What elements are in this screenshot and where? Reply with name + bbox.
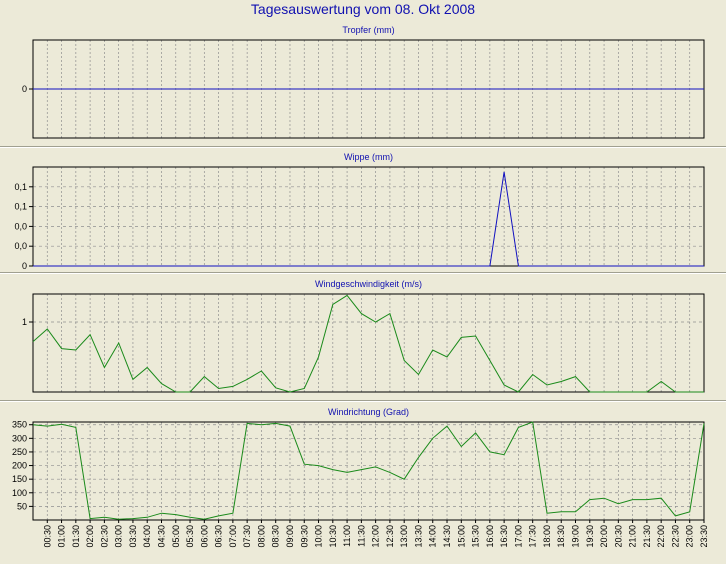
panel-title: Windrichtung (Grad): [328, 407, 409, 417]
x-tick-label: 04:30: [156, 525, 166, 548]
x-tick-label: 21:00: [628, 525, 638, 548]
x-tick-label: 18:30: [556, 525, 566, 548]
x-tick-label: 22:00: [656, 525, 666, 548]
y-tick-label: 0: [22, 84, 27, 94]
x-tick-label: 04:00: [142, 525, 152, 548]
x-tick-label: 14:30: [442, 525, 452, 548]
chart-panel-4: Windrichtung (Grad) 50 100 150 200 250 300 350: [12, 407, 705, 521]
x-tick-label: 12:30: [385, 525, 395, 548]
panel-title: Tropfer (mm): [342, 25, 394, 35]
x-tick-label: 14:00: [428, 525, 438, 548]
x-tick-label: 07:30: [242, 525, 252, 548]
x-tick-label: 08:30: [271, 525, 281, 548]
x-tick-label: 03:30: [128, 525, 138, 548]
y-tick-label: 350: [12, 420, 27, 430]
x-tick-label: 08:00: [256, 525, 266, 548]
y-tick-label: 200: [12, 461, 27, 471]
y-tick-label: 0,0: [14, 221, 27, 231]
x-tick-label: 13:00: [399, 525, 409, 548]
x-tick-label: 22:30: [670, 525, 680, 548]
x-tick-label: 02:30: [99, 525, 109, 548]
chart-panel-3: Windgeschwindigkeit (m/s) 1: [22, 279, 705, 393]
x-tick-label: 05:00: [171, 525, 181, 548]
x-tick-label: 01:30: [71, 525, 81, 548]
chart-panel-1: Tropfer (mm) 0: [22, 25, 705, 139]
y-tick-label: 0,1: [14, 202, 27, 212]
y-tick-label: 250: [12, 447, 27, 457]
panel-title: Wippe (mm): [344, 152, 393, 162]
y-tick-label: 300: [12, 433, 27, 443]
x-tick-label: 20:30: [613, 525, 623, 548]
x-tick-label: 03:00: [114, 525, 124, 548]
x-tick-label: 09:30: [299, 525, 309, 548]
y-tick-label: 0,1: [14, 182, 27, 192]
x-tick-label: 16:30: [499, 525, 509, 548]
plot-frame: [32, 421, 705, 521]
x-tick-label: 12:00: [371, 525, 381, 548]
x-tick-label: 20:00: [599, 525, 609, 548]
x-tick-label: 09:00: [285, 525, 295, 548]
x-tick-label: 17:00: [513, 525, 523, 548]
x-tick-label: 10:00: [314, 525, 324, 548]
y-tick-label: 100: [12, 488, 27, 498]
panel-separator: [0, 272, 726, 274]
y-tick-label: 0: [22, 261, 27, 271]
x-tick-label: 19:00: [571, 525, 581, 548]
plot-frame: [32, 166, 705, 267]
x-tick-label: 02:00: [85, 525, 95, 548]
x-tick-label: 06:30: [214, 525, 224, 548]
x-tick-label: 16:00: [485, 525, 495, 548]
x-tick-label: 23:00: [685, 525, 695, 548]
x-tick-label: 07:00: [228, 525, 238, 548]
x-tick-label: 17:30: [528, 525, 538, 548]
x-tick-label: 13:30: [413, 525, 423, 548]
series-line: [32, 294, 704, 393]
x-tick-label: 15:00: [456, 525, 466, 548]
page-title: Tagesauswertung vom 08. Okt 2008: [250, 1, 476, 17]
panel-title: Windgeschwindigkeit (m/s): [315, 279, 422, 289]
series-line: [32, 421, 705, 520]
y-tick-label: 50: [17, 501, 27, 511]
x-tick-label: 15:30: [471, 525, 481, 548]
x-tick-label: 11:30: [356, 525, 366, 547]
series-line: [33, 171, 704, 267]
x-tick-label: 21:30: [642, 525, 652, 548]
plot-frame: [32, 293, 705, 393]
x-tick-label: 01:00: [57, 525, 67, 548]
x-tick-label: 05:30: [185, 525, 195, 548]
x-tick-label: 00:30: [42, 525, 52, 548]
panel-separator: [0, 146, 726, 148]
y-tick-label: 0,0: [14, 241, 27, 251]
chart-panel-2: Wippe (mm) 0 0,0 0,0 0,1 0,1: [14, 152, 705, 271]
y-tick-label: 1: [22, 317, 27, 327]
x-tick-label: 19:30: [585, 525, 595, 548]
x-tick-label: 10:30: [328, 525, 338, 548]
x-tick-label: 18:00: [542, 525, 552, 548]
x-tick-label: 06:00: [199, 525, 209, 548]
x-tick-label: 11:00: [342, 525, 352, 547]
x-tick-label: 23:30: [699, 525, 709, 548]
panel-separator: [0, 400, 726, 402]
y-tick-label: 150: [12, 474, 27, 484]
